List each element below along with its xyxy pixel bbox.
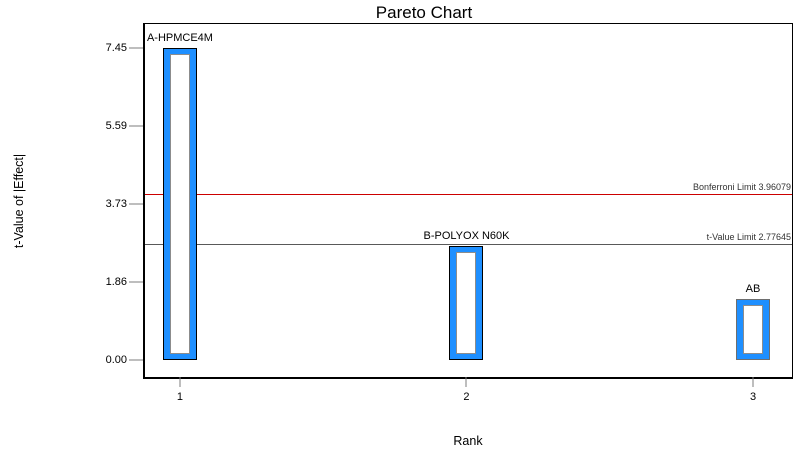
x-tick-label: 2 (463, 391, 470, 403)
reference-line-bonferroni (145, 194, 792, 196)
x-tick-label: 3 (749, 391, 757, 403)
pareto-bar-inner (456, 252, 477, 355)
y-axis-title: t-Value of |Effect| (12, 153, 26, 249)
y-tick-label: 1.86 (105, 275, 127, 288)
chart-title: Pareto Chart (375, 3, 473, 22)
bar-label: AB (745, 282, 761, 295)
x-tick-label: 1 (176, 391, 184, 403)
y-tick-label: 0.00 (105, 354, 127, 367)
plot-area: 0.00 1.86 3.73 5.59 7.45 1 2 3 Bonferroni Limit … (106, 23, 793, 403)
reference-line-label-bonferroni: Bonferroni Limit 3.96079 (692, 182, 791, 193)
y-tick-label: 5.59 (105, 119, 127, 132)
x-axis-title: Rank (453, 434, 483, 448)
y-tick-mark (129, 125, 143, 127)
y-tick-label: 3.73 (105, 197, 127, 210)
y-tick-mark (129, 281, 143, 283)
bar-label: B-POLYOX N60K (423, 230, 510, 243)
x-tick-mark (465, 377, 467, 387)
y-tick-mark (129, 359, 143, 361)
pareto-bar (449, 246, 484, 361)
pareto-bar (162, 47, 197, 361)
x-tick-mark (752, 377, 754, 387)
y-tick-label: 7.45 (105, 41, 127, 54)
y-tick-mark (129, 203, 143, 205)
bar-label: A-HPMCE4M (146, 31, 213, 44)
x-tick-mark (179, 377, 181, 387)
reference-line-label-t-value: t-Value Limit 2.77645 (706, 231, 791, 242)
reference-line-t-value (145, 243, 792, 245)
pareto-bar (736, 298, 771, 361)
y-tick-mark (129, 47, 143, 49)
pareto-bar-inner (743, 304, 764, 355)
pareto-bar-inner (169, 53, 190, 355)
